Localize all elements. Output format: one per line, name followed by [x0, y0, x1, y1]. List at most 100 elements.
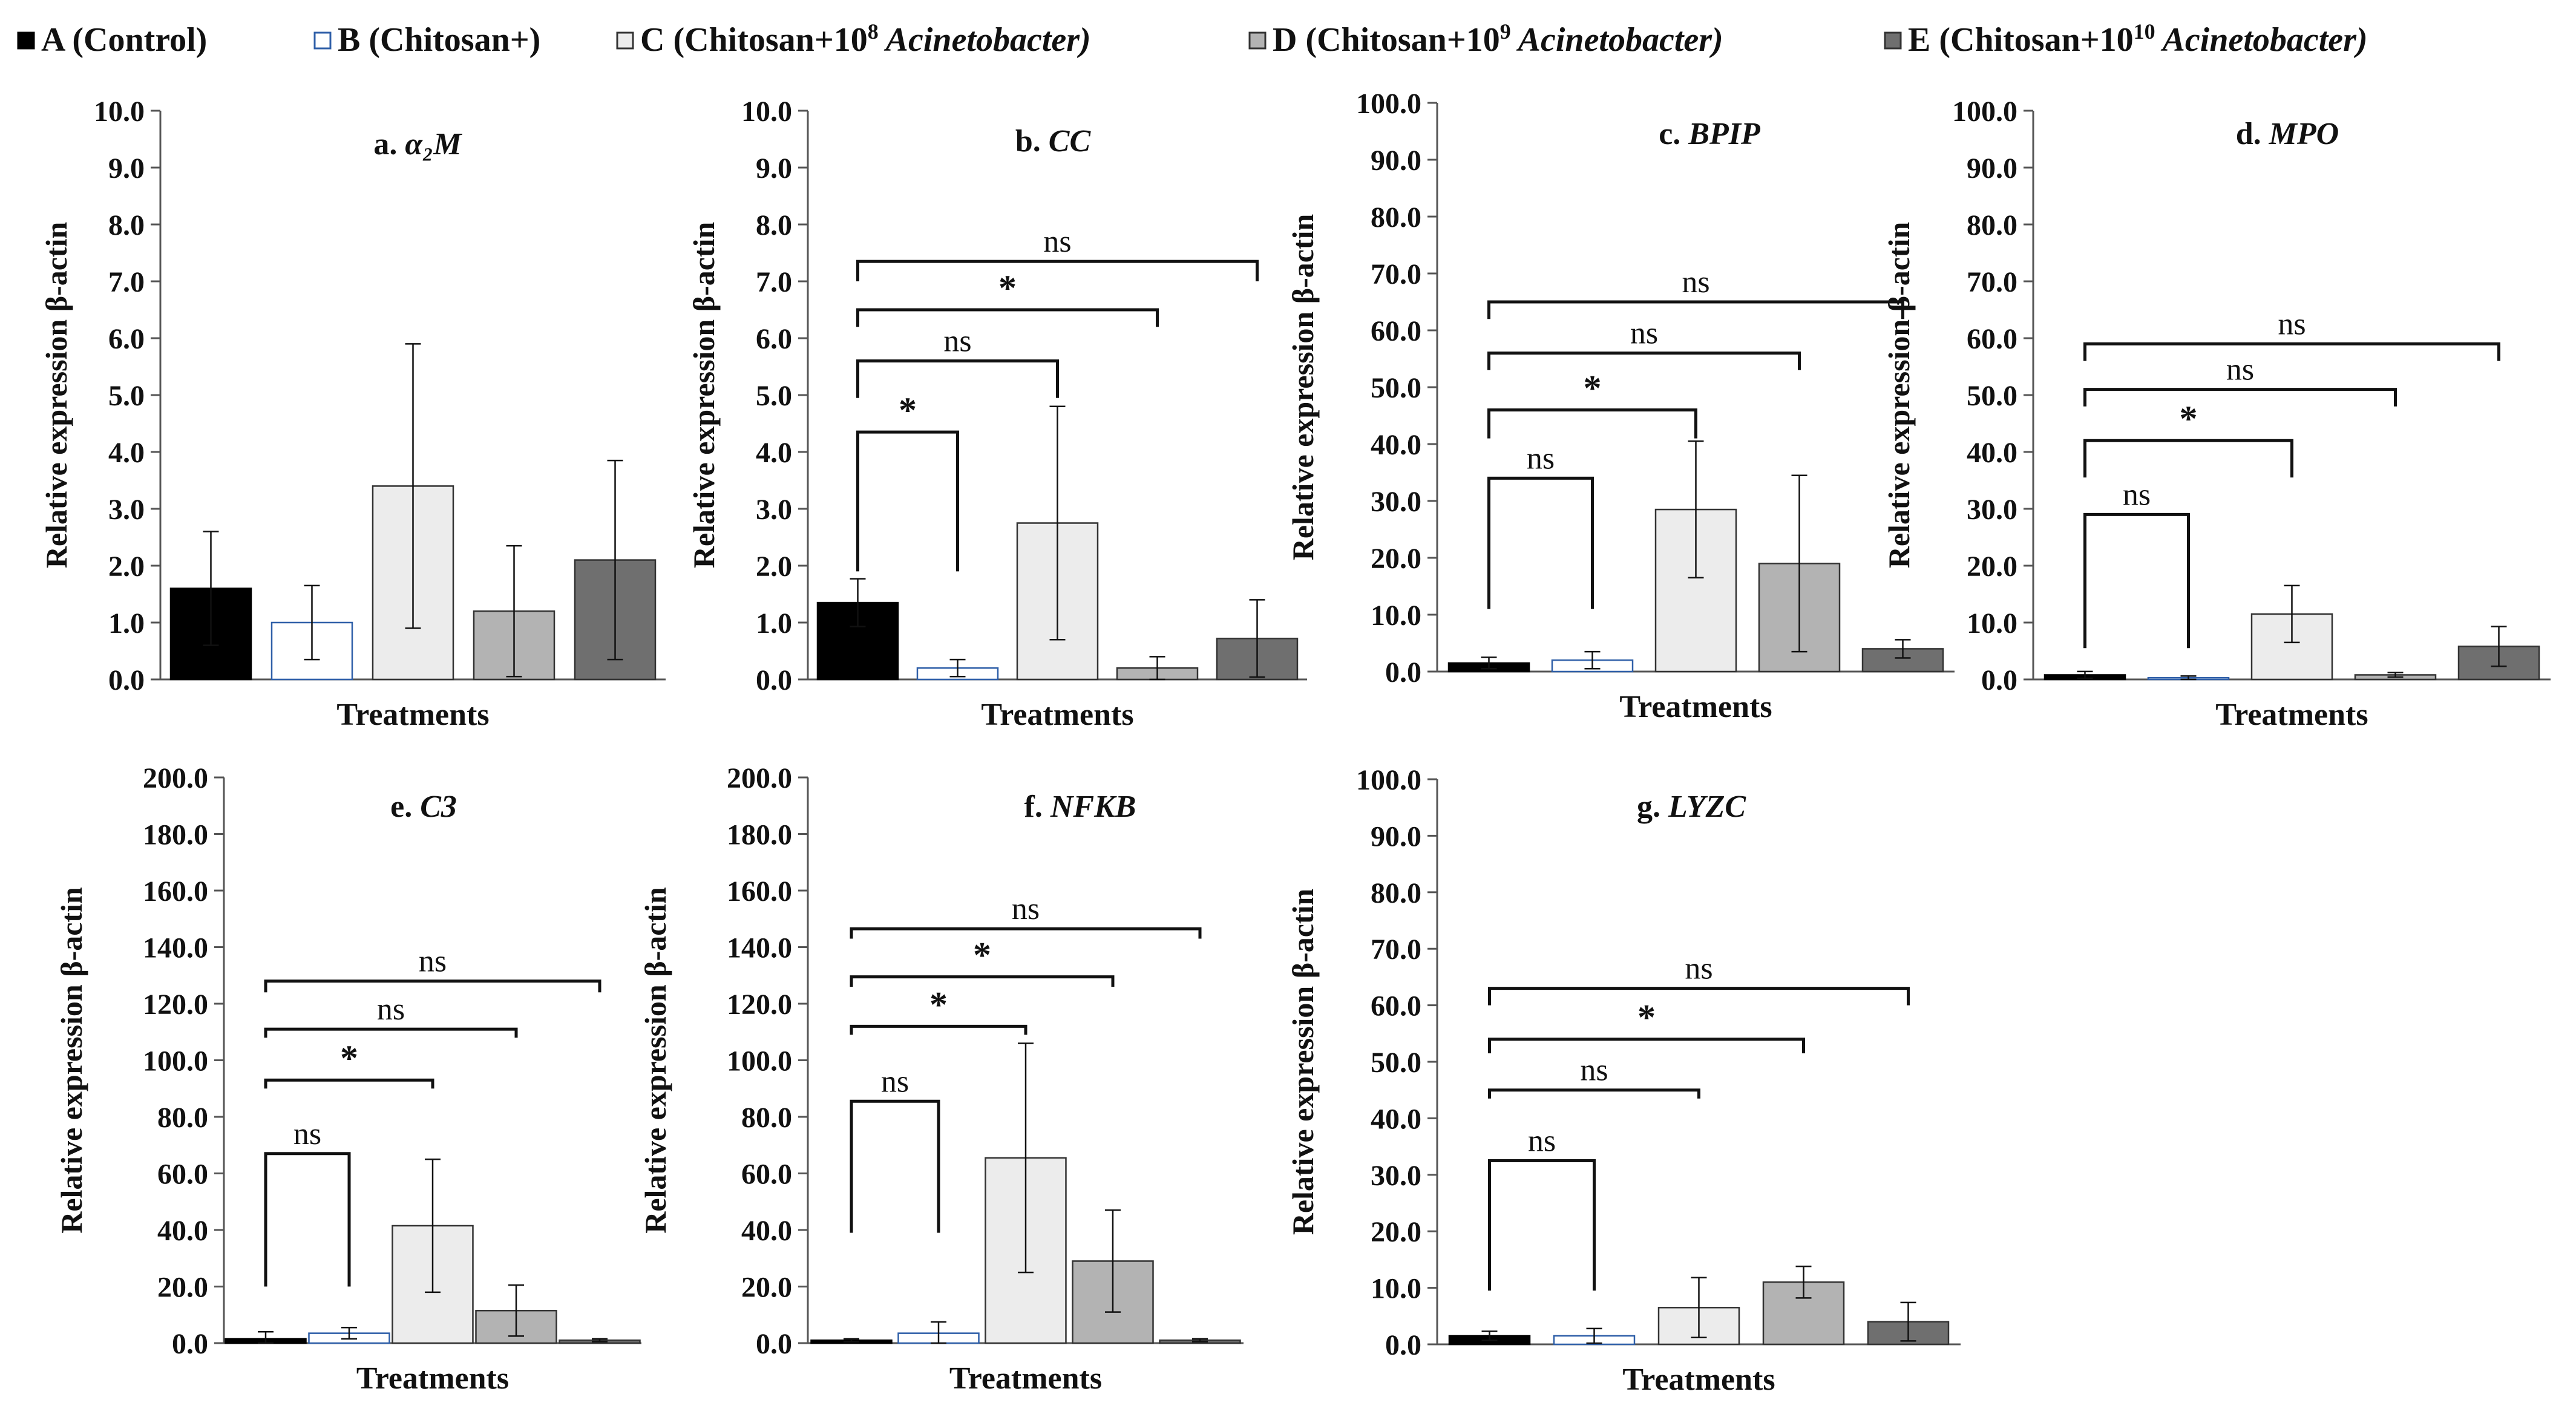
chart-panel-mpo: 0.0 10.0 20.0 30.0 40.0 50.0 60.0 70.0 80.0 90.0 1… [1882, 96, 2551, 732]
error-bar-e [1900, 1301, 1916, 1342]
bracket-line [1487, 408, 1697, 439]
error-bar-d [1795, 1265, 1812, 1299]
y-tick-label: 70.0 [1967, 266, 2017, 298]
y-tick-label: 5.0 [108, 380, 145, 412]
significance-label: * [973, 935, 991, 975]
y-tick-label: 30.0 [1967, 494, 2017, 526]
chart-panel-lyzc: 0.0 10.0 20.0 30.0 40.0 50.0 60.0 70.0 80.0 90.0 1… [1286, 764, 1961, 1397]
y-tick-label: 0.0 [1981, 664, 2017, 696]
panel-title: b. CC [1015, 124, 1092, 159]
legend-item-b: B (Chitosan+) [313, 21, 540, 59]
error-bar-e [1192, 1338, 1208, 1343]
legend-label-superscript: 8 [868, 19, 879, 44]
legend-label-superscript: 9 [1500, 19, 1511, 44]
y-tick-label: 90.0 [1967, 152, 2017, 185]
y-tick-label: 20.0 [1967, 551, 2017, 583]
y-tick-label: 50.0 [1371, 1047, 1421, 1079]
y-tick-label: 8.0 [108, 209, 145, 241]
legend: A (Control) B (Chitosan+) C (Chitosan+108 … [17, 19, 2368, 59]
error-bar-a [850, 578, 866, 627]
y-tick-label: 100.0 [1356, 764, 1421, 796]
y-tick-label: 7.0 [108, 266, 145, 298]
significance-bracket-a-b: ns [1487, 441, 1594, 609]
error-bar-a [844, 1338, 859, 1343]
y-tick-label: 40.0 [1371, 1103, 1421, 1135]
legend-label-text: C (Chitosan+10 [640, 21, 868, 59]
bracket-line [850, 1099, 940, 1233]
y-tick-label: 4.0 [756, 437, 792, 469]
y-tick-label: 4.0 [108, 437, 145, 469]
y-tick-label: 80.0 [1371, 201, 1421, 234]
significance-label: ns [2226, 353, 2254, 387]
panel-title-gene: CC [1049, 124, 1092, 159]
error-bar-a [258, 1331, 274, 1344]
y-tick-label: 10.0 [1371, 600, 1421, 632]
y-axis-label: Relative expression β-actin [1286, 889, 1320, 1235]
significance-bracket-a-e: ns [856, 224, 1259, 281]
error-bar-d [1105, 1209, 1121, 1313]
y-tick-label: 0.0 [756, 1328, 792, 1360]
error-bar-e [2491, 626, 2507, 667]
y-tick-label: 200.0 [727, 762, 792, 794]
error-bar-b [1584, 650, 1601, 670]
error-bar-b [949, 658, 966, 678]
y-tick-label: 40.0 [157, 1215, 208, 1247]
significance-label: * [998, 268, 1017, 308]
y-axis-label: Relative expression β-actin [39, 222, 73, 569]
panel-title-gene: MPO [2269, 117, 2339, 151]
significance-label: ns [1012, 892, 1040, 926]
chart-panel-m: 0.0 1.0 2.0 3.0 4.0 5.0 6.0 7.0 8.0 9.0 10.0 Relati… [39, 96, 666, 732]
significance-bracket-a-d: * [856, 268, 1159, 327]
y-tick-label: 20.0 [1371, 1216, 1421, 1248]
significance-bracket-a-d: * [1488, 998, 1805, 1053]
y-tick-label: 0.0 [1385, 656, 1421, 688]
error-bar-a [203, 531, 219, 646]
significance-bracket-a-b: ns [2083, 477, 2190, 649]
error-bar-c [1018, 1042, 1034, 1274]
y-tick-label: 200.0 [143, 762, 208, 794]
y-tick-label: 100.0 [727, 1045, 792, 1078]
y-tick-label: 10.0 [1371, 1273, 1421, 1305]
y-tick-label: 60.0 [741, 1159, 792, 1191]
error-bar-a [2077, 670, 2093, 679]
y-tick-label: 20.0 [157, 1272, 208, 1304]
significance-bracket-a-c: ns [856, 324, 1059, 398]
error-bar-c [405, 343, 421, 629]
significance-bracket-a-b: ns [1488, 1123, 1596, 1291]
x-axis-label: Treatments [336, 698, 489, 732]
error-bar-e [607, 459, 623, 661]
bracket-line [1488, 1088, 1700, 1099]
significance-bracket-a-c: * [1487, 368, 1697, 439]
y-tick-label: 90.0 [1371, 820, 1421, 852]
bracket-line [856, 359, 1059, 398]
y-tick-label: 60.0 [1371, 990, 1421, 1022]
x-axis-label: Treatments [981, 698, 1133, 732]
chart-panels: 0.0 1.0 2.0 3.0 4.0 5.0 6.0 7.0 8.0 9.0 10.0 Relati… [39, 88, 2551, 1397]
panel-title-gene: LYZC [1668, 790, 1746, 824]
legend-swatch-d [1248, 31, 1267, 50]
y-tick-label: 0.0 [756, 664, 792, 696]
error-bar-b [1586, 1327, 1602, 1344]
legend-label: C (Chitosan+108 Acinetobacter) [640, 19, 1091, 59]
y-tick-label: 140.0 [727, 932, 792, 964]
legend-label-superscript: 10 [2134, 19, 2155, 44]
bracket-line [1487, 352, 1801, 370]
y-axis-label: Relative expression β-actin [687, 222, 721, 569]
error-bar-c [1691, 1277, 1707, 1339]
bracket-line [264, 1078, 434, 1089]
y-tick-label: 30.0 [1371, 486, 1421, 518]
significance-bracket-a-c: ns [1488, 1053, 1700, 1099]
y-tick-label: 120.0 [143, 989, 208, 1021]
x-axis-label: Treatments [1619, 690, 1772, 724]
y-tick-label: 3.0 [756, 494, 792, 526]
x-axis-label: Treatments [2215, 698, 2368, 732]
panel-title: d. MPO [2236, 117, 2339, 151]
legend-item-e: E (Chitosan+1010 Acinetobacter) [1884, 19, 2368, 59]
legend-label-organism: Acinetobacter) [2155, 21, 2368, 59]
x-axis-label: Treatments [949, 1361, 1102, 1396]
error-bar-d [506, 545, 522, 678]
y-axis-label: Relative expression β-actin [1882, 222, 1916, 569]
legend-label-text: D (Chitosan+10 [1273, 21, 1500, 59]
error-bar-c [425, 1158, 441, 1294]
